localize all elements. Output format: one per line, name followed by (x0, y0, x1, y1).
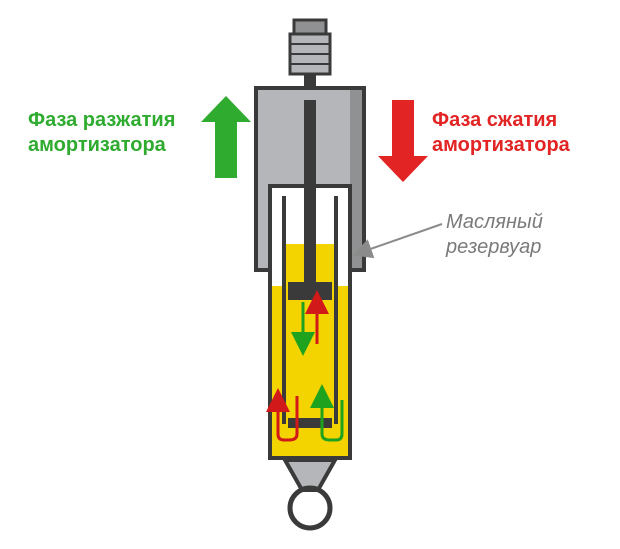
compression-arrow-icon (378, 100, 428, 182)
foot-valve (288, 418, 332, 428)
reservoir-pointer-icon (356, 224, 442, 254)
compression-label: Фаза сжатия амортизатора (432, 108, 570, 158)
extension-label: Фаза разжатия амортизатора (28, 108, 175, 158)
diagram-stage: Фаза разжатия амортизатора Фаза сжатия а… (0, 0, 620, 549)
washer-stack (290, 34, 330, 74)
piston (288, 282, 332, 300)
mounting-eye (290, 488, 330, 528)
shock-absorber-diagram (0, 0, 620, 549)
extension-arrow-icon (201, 96, 251, 178)
piston-rod (304, 100, 316, 290)
top-nut (294, 20, 326, 34)
top-rod (304, 74, 316, 88)
reservoir-label: Масляный резервуар (446, 210, 543, 260)
